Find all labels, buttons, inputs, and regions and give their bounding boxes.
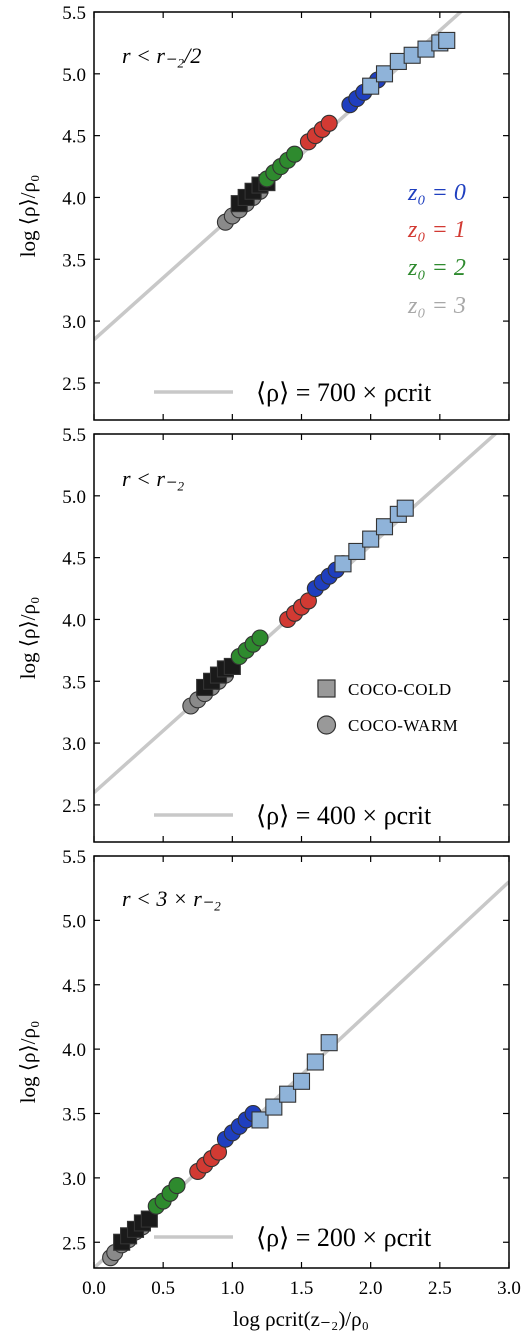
panel-2-ytick-label-3: 4.0: [62, 610, 86, 631]
panel-1-series-5-point-1: [375, 65, 394, 83]
panel-2-series-5-point-3: [375, 518, 394, 536]
marker-legend-label-0: COCO-COLD: [348, 680, 452, 699]
panel-3-xtick-label-0: 0.0: [82, 1278, 106, 1299]
panel-2-ytick-label-5: 5.0: [62, 487, 86, 508]
panel-3-xtick-label-1: 0.5: [151, 1278, 175, 1299]
panel-3-series-5-point-3: [292, 1072, 311, 1090]
panel-2-frame: [93, 433, 510, 843]
panel-2-series-5-point-1: [348, 542, 366, 561]
panel-3-ytick-label-0: 2.5: [62, 1233, 86, 1254]
panel-3-xlabel: log ρcrit(z₋₂)/ρ₀: [233, 1307, 369, 1331]
panel-3-series-5-point-2: [279, 1085, 297, 1103]
marker-legend-circle-icon: [316, 715, 337, 735]
panel-3-ytick-label-1: 3.0: [62, 1169, 86, 1190]
panel-1-series-5-point-0: [362, 77, 380, 95]
panel-2: 2.5 3.0 3.5 4.0 4.5 5.0 5.5 log ⟨ρ⟩/ρ₀ r < r₋₂…: [16, 425, 510, 843]
marker-legend-label-1: COCO-WARM: [348, 716, 458, 735]
panel-1-plot: [93, 12, 510, 420]
z-legend-1: z₀ = 1: [407, 217, 466, 243]
panel-2-ytick-label-4: 4.5: [62, 549, 86, 570]
panel-1-fit-legend: ⟨ρ⟩ = 700 × ρcrit: [154, 378, 432, 407]
panel-3-plot: [94, 880, 509, 1268]
panel-3-label: r < 3 × r₋₂: [122, 886, 221, 911]
panel-2-ytick-label-2: 3.5: [62, 672, 86, 693]
panel-2-ytick-label-6: 5.5: [62, 425, 86, 446]
panel-3-series-5-point-5: [320, 1034, 338, 1052]
panel-2-series-5-point-0: [334, 555, 352, 573]
panel-2-plot: [93, 434, 510, 842]
panel-3: 2.5 3.0 3.5 4.0 4.5 5.0 5.5 0.0 0.5 1.0 1.5 2.0 2.5…: [16, 847, 521, 1331]
panel-1-ytick-label-3: 4.0: [62, 188, 86, 209]
panel-1-ytick-label-6: 5.5: [62, 3, 86, 24]
panel-2-fit-legend: ⟨ρ⟩ = 400 × ρcrit: [154, 801, 432, 830]
panel-2-series-5-point-5: [396, 499, 414, 517]
panel-2-yticks: 2.5 3.0 3.5 4.0 4.5 5.0 5.5: [62, 425, 509, 817]
panel-1: 2.5 3.0 3.5 4.0 4.5 5.0 5.5 log ⟨ρ⟩/ρ₀ r < r₋₂…: [16, 3, 510, 421]
z-legend-3: z₀ = 3: [407, 293, 466, 319]
panel-1-ytick-label-2: 3.5: [62, 250, 86, 271]
panel-1-ytick-label-1: 3.0: [62, 312, 86, 333]
panel-1-series-3-point-3: [320, 114, 338, 132]
z-legend-0: z₀ = 0: [407, 180, 466, 206]
marker-legend: COCO-COLD COCO-WARM: [316, 679, 458, 735]
panel-1-ytick-label-4: 4.5: [62, 127, 86, 148]
panel-3-fit-legend: ⟨ρ⟩ = 200 × ρcrit: [154, 1223, 432, 1252]
panel-2-marks: [94, 434, 498, 794]
panel-3-yticks: 2.5 3.0 3.5 4.0 4.5 5.0 5.5: [62, 847, 509, 1254]
panel-2-ytick-label-1: 3.0: [62, 734, 86, 755]
panel-1-frame: [93, 11, 510, 421]
panel-3-xticks: 0.0 0.5 1.0 1.5 2.0 2.5 3.0: [82, 856, 521, 1299]
panel-3-series-5-point-4: [306, 1053, 324, 1071]
panel-3-ytick-label-4: 4.5: [62, 976, 86, 997]
panel-2-ytick-label-0: 2.5: [62, 796, 86, 817]
panel-3-series-2-point-3: [168, 1177, 186, 1195]
panel-3-ytick-label-5: 5.0: [62, 911, 86, 932]
panel-3-xtick-label-6: 3.0: [497, 1278, 521, 1299]
panel-3-series-5-point-0: [251, 1111, 269, 1129]
panel-1-series-2-point-4: [286, 145, 304, 163]
z-legend: z₀ = 0 z₀ = 1 z₀ = 2 z₀ = 3: [407, 180, 466, 319]
marker-legend-square-icon: [317, 679, 336, 698]
panel-1-series-5-point-6: [438, 31, 456, 49]
panel-1-ylabel: log ⟨ρ⟩/ρ₀: [16, 175, 40, 258]
panel-3-ylabel: log ⟨ρ⟩/ρ₀: [16, 1021, 40, 1104]
panel-2-series-2-point-3: [251, 629, 269, 647]
panel-1-yticks: 2.5 3.0 3.5 4.0 4.5 5.0 5.5: [62, 3, 509, 395]
panel-1-label: r < r₋₂/2: [122, 43, 201, 68]
panel-3-xtick-label-2: 1.0: [220, 1278, 244, 1299]
panel-1-fit-legend-label: ⟨ρ⟩ = 700 × ρcrit: [256, 378, 432, 407]
panel-2-series-5-point-2: [362, 530, 380, 548]
panel-1-marks: [94, 12, 464, 341]
panel-1-ytick-label-0: 2.5: [62, 374, 86, 395]
panel-2-fit-legend-label: ⟨ρ⟩ = 400 × ρcrit: [256, 801, 432, 830]
panel-3-ytick-label-6: 5.5: [62, 847, 86, 868]
panel-3-ytick-label-3: 4.0: [62, 1040, 86, 1061]
z-legend-2: z₀ = 2: [407, 255, 466, 281]
panel-3-ytick-label-2: 3.5: [62, 1105, 86, 1126]
panel-3-marks: [94, 880, 509, 1268]
panel-2-ylabel: log ⟨ρ⟩/ρ₀: [16, 597, 40, 680]
panel-3-series-5-point-1: [265, 1098, 283, 1116]
panel-2-label: r < r₋₂: [122, 466, 185, 491]
panel-3-xtick-label-5: 2.5: [428, 1278, 452, 1299]
panel-3-xtick-label-3: 1.5: [290, 1278, 314, 1299]
panel-3-xtick-label-4: 2.0: [359, 1278, 383, 1299]
panel-1-ytick-label-5: 5.0: [62, 65, 86, 86]
panel-3-fit-legend-label: ⟨ρ⟩ = 200 × ρcrit: [256, 1223, 432, 1252]
